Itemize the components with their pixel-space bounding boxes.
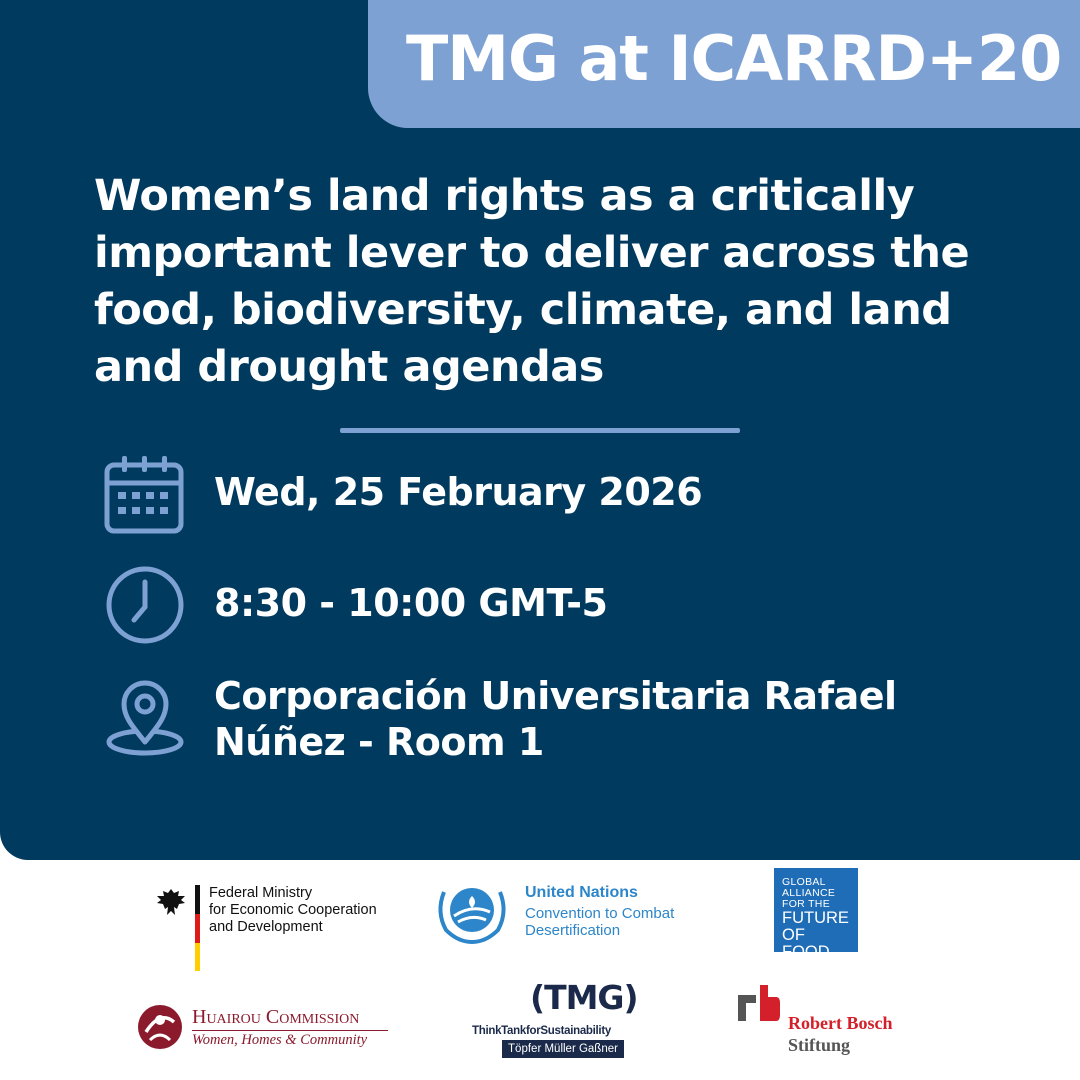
un-emblem-icon <box>438 888 506 944</box>
badge-text: TMG at ICARRD+20 <box>406 22 1062 95</box>
tmg-subtitle: ThinkTankforSustainability <box>472 1025 611 1037</box>
event-date: Wed, 25 February 2026 <box>214 470 703 514</box>
location-pin-icon <box>104 676 186 758</box>
huairou-emblem-icon <box>138 1005 182 1049</box>
gaff-line-3: FOR THE <box>782 898 830 910</box>
eagle-icon <box>157 889 185 915</box>
unccd-subtitle: Convention to Combat Desertification <box>525 905 674 939</box>
event-title: Women’s land rights as a critically impo… <box>94 171 970 392</box>
gaff-line-1: GLOBAL <box>782 876 826 888</box>
bosch-logo: Robert Bosch Stiftung <box>736 985 936 1061</box>
bmz-line-2: for Economic Cooperation <box>209 902 377 918</box>
bmz-logo: Federal Ministry for Economic Cooperatio… <box>155 885 395 975</box>
venue-line-1: Corporación Universitaria Rafael <box>214 674 897 718</box>
unccd-line-1: Convention to Combat <box>525 905 675 922</box>
german-flag-stripe <box>195 885 200 971</box>
rb-mark-icon <box>738 985 780 1021</box>
unccd-title: United Nations <box>525 884 638 901</box>
tmg-founders: Töpfer Müller Gaßner <box>502 1040 624 1058</box>
bmz-line-3: and Development <box>209 919 323 935</box>
unccd-line-2: Desertification <box>525 922 621 939</box>
tmg-mark: (TMG) <box>530 978 639 1017</box>
venue-line-2: Núñez - Room 1 <box>214 720 544 764</box>
huairou-logo: Huairou Commission Women, Homes & Commun… <box>136 1000 396 1056</box>
gaff-line-4: FUTURE <box>782 909 849 927</box>
event-time: 8:30 - 10:00 GMT-5 <box>214 581 608 625</box>
tmg-logo: (TMG) ThinkTankforSustainability Töpfer … <box>470 978 639 1060</box>
event-venue: Corporación Universitaria Rafael Núñez -… <box>214 673 897 765</box>
unccd-logo: United Nations Convention to Combat Dese… <box>432 878 682 948</box>
gaff-logo: GLOBAL ALLIANCE FOR THE FUTURE OF FOOD <box>774 868 858 961</box>
huairou-rule <box>192 1030 388 1031</box>
bmz-text: Federal Ministry for Economic Cooperatio… <box>209 885 377 936</box>
bosch-subtitle: Stiftung <box>788 1035 851 1055</box>
gaff-line-5: OF FOOD <box>782 926 830 961</box>
huairou-name: Huairou Commission <box>192 1006 360 1028</box>
calendar-icon <box>104 454 186 536</box>
divider <box>340 428 740 433</box>
bosch-name: Robert Bosch <box>788 1013 893 1033</box>
bmz-line-1: Federal Ministry <box>209 885 313 901</box>
gaff-line-2: ALLIANCE <box>782 887 836 899</box>
huairou-tagline: Women, Homes & Community <box>192 1032 368 1048</box>
clock-icon <box>104 564 186 646</box>
event-badge: TMG at ICARRD+20 <box>368 0 1080 128</box>
